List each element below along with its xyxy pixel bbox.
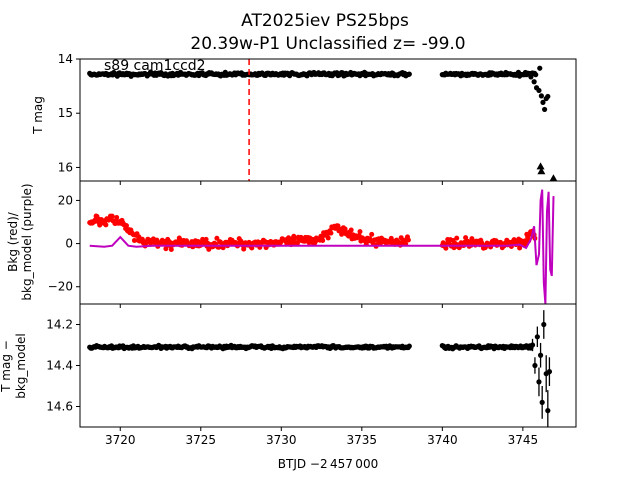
- bkg-point: [517, 245, 523, 251]
- data-point: [534, 334, 540, 340]
- bkg-point: [348, 227, 354, 233]
- bkg-point: [325, 235, 331, 241]
- y-tick-label: 16: [58, 160, 73, 174]
- bkg-model-line: [89, 189, 555, 304]
- bottom-ylabel-line2: bkg_model: [14, 333, 28, 399]
- y-tick-label: 20: [58, 193, 73, 207]
- data-point: [532, 362, 538, 369]
- data-point: [546, 369, 553, 375]
- bkg-point: [249, 245, 255, 251]
- top-ylabel: T mag: [31, 96, 45, 135]
- panel-bot-data-area: [87, 310, 553, 427]
- x-axis-label: BTJD −2 457 000: [278, 457, 378, 471]
- data-point: [540, 99, 546, 105]
- data-point: [529, 342, 536, 348]
- bkg-point: [342, 226, 348, 232]
- panel-bottom-diff-mag: 14.2 14.4 14.6 3720 3725 3730 3735 3740 3745: [46, 303, 577, 447]
- bkg-point: [168, 247, 174, 252]
- top-annotation: s89 cam1ccd2: [104, 58, 206, 74]
- panel-top-data-area: [87, 59, 558, 181]
- panel-mid-data-area: [87, 189, 555, 304]
- data-point: [538, 93, 544, 99]
- data-point: [531, 79, 537, 85]
- bkg-point: [335, 223, 341, 229]
- data-point: [541, 321, 547, 328]
- figure-title-line1: AT2025iev PS25bps: [241, 11, 409, 31]
- bkg-point: [163, 246, 169, 252]
- bkg-point: [443, 245, 449, 251]
- x-tick-label: 3735: [347, 433, 378, 447]
- upper-limit-marker: [536, 162, 545, 170]
- y-tick-label: −20: [48, 280, 73, 294]
- bkg-point: [369, 231, 375, 237]
- bkg-point: [103, 222, 109, 228]
- panel-top-mag: 14 15 16: [58, 52, 577, 185]
- data-point: [536, 87, 542, 94]
- data-point: [537, 65, 543, 71]
- bkg-point: [97, 222, 103, 228]
- x-tick-label: 3725: [186, 433, 217, 447]
- y-tick-label: 14: [58, 52, 73, 66]
- bkg-point: [328, 230, 334, 236]
- data-point: [545, 408, 551, 414]
- data-point: [406, 71, 412, 77]
- bkg-point: [214, 235, 220, 241]
- x-tick-label: 3740: [427, 433, 458, 447]
- upper-limit-marker: [549, 174, 558, 181]
- data-point: [406, 343, 412, 349]
- upper-limit-marker: [537, 167, 546, 175]
- x-tick-label: 3730: [266, 433, 297, 447]
- middle-ylabel-line1: Bkg (red)/: [6, 211, 20, 272]
- data-point: [537, 352, 544, 358]
- data-point: [541, 106, 548, 113]
- panel-middle-background: −20 0 20: [48, 180, 577, 308]
- y-tick-label: 14.6: [46, 400, 73, 414]
- y-tick-label: 0: [65, 237, 73, 251]
- bkg-point: [522, 238, 528, 244]
- bkg-point: [454, 235, 460, 241]
- x-tick-label: 3745: [508, 433, 539, 447]
- bkg-point: [405, 237, 411, 243]
- data-point: [536, 379, 542, 385]
- middle-ylabel-line2: bkg_model (purple): [20, 183, 34, 300]
- data-point: [533, 72, 539, 78]
- bkg-point: [124, 223, 129, 229]
- data-point: [528, 74, 534, 80]
- bkg-point: [320, 238, 326, 243]
- bkg-point: [109, 213, 115, 219]
- x-tick-label: 3720: [105, 433, 136, 447]
- bkg-point: [357, 229, 363, 235]
- y-tick-label: 14.2: [46, 318, 73, 332]
- panel-bot-frame: [79, 303, 577, 428]
- bkg-point: [203, 236, 209, 242]
- bottom-ylabel-line1: T mag −: [0, 340, 13, 393]
- y-tick-label: 14.4: [46, 359, 73, 373]
- bkg-point: [114, 215, 120, 220]
- y-tick-label: 15: [58, 106, 73, 120]
- data-point: [539, 399, 545, 405]
- figure-title-line2: 20.39w-P1 Unclassified z= -99.0: [190, 34, 465, 54]
- data-point: [545, 93, 551, 100]
